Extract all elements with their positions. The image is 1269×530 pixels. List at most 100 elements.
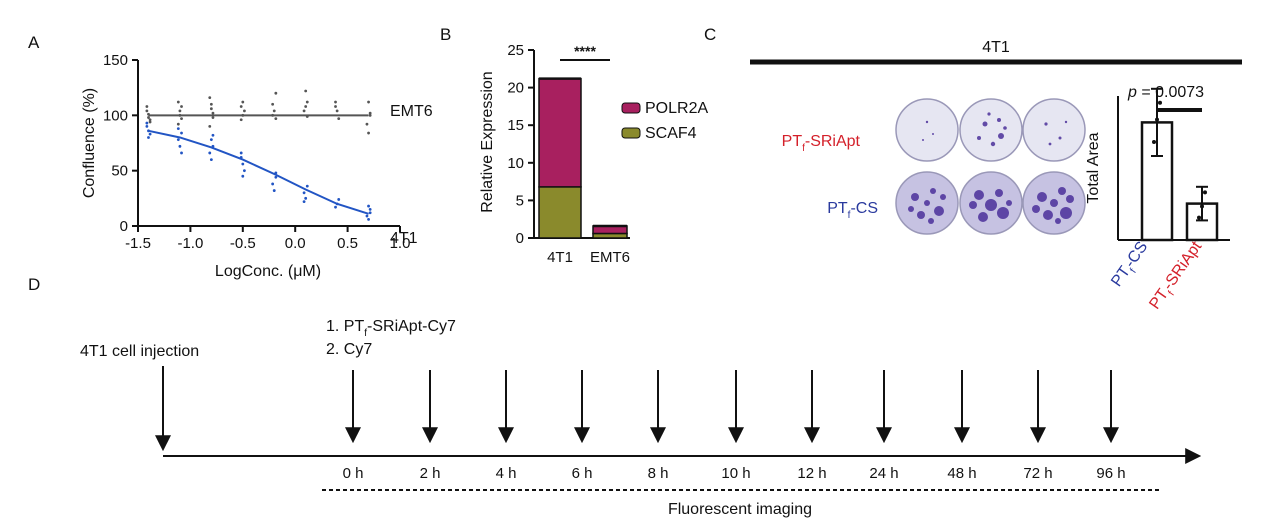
panel-a-point-emt6	[148, 120, 152, 124]
panel-a-point-emt6	[305, 115, 309, 118]
panel-a-point-emt6	[367, 100, 370, 104]
row-label-cs-main: PT	[827, 200, 848, 217]
panel-a-x-tick-label: -1.0	[177, 235, 203, 252]
panel-a-point-emt6	[241, 113, 245, 117]
panel-c-x-label-cs: PTf-CS	[1108, 239, 1154, 293]
panel-b-y-ticks: 0 5 10 15 20 25	[507, 42, 534, 247]
colony-spot	[934, 206, 944, 216]
panel-c-point	[1197, 215, 1201, 220]
panel-a-point-4t1	[271, 182, 275, 186]
panel-a-point-4t1	[367, 204, 370, 208]
panel-a-x-tick-label: -1.5	[125, 235, 151, 252]
colony-spot	[1058, 136, 1062, 140]
panel-a-point-emt6	[337, 117, 341, 121]
panel-a-point-4t1	[302, 200, 306, 204]
panel-a-point-emt6	[239, 105, 243, 108]
panel-d-timepoint-arrows: 0 h 2 h 4 h 6 h 8 h 10 h 12 h 24 h 48 h 72 h 96 h	[343, 370, 1126, 482]
panel-a-y-axis-label: Confluence (%)	[81, 88, 98, 198]
panel-a-point-emt6	[180, 117, 183, 121]
panel-a-point-4t1	[365, 214, 369, 218]
panel-letter-c: C	[704, 25, 716, 44]
panel-b-y-tick-label: 5	[516, 192, 524, 209]
panel-letter-a: A	[28, 33, 40, 52]
x-label-cs-rest: -CS	[1122, 239, 1152, 271]
panel-b-legend-label-scaf4: SCAF4	[645, 125, 697, 142]
row-label-sriapt-sub: f	[802, 143, 805, 154]
panel-a-point-emt6	[305, 100, 309, 104]
panel-a-point-emt6	[148, 118, 152, 122]
colony-spot	[1003, 126, 1007, 130]
timepoint-label: 12 h	[797, 465, 826, 482]
plate-dish	[1022, 98, 1086, 162]
panel-c-row-label-cs: PTf-CS	[827, 200, 878, 221]
panel-a-point-4t1	[178, 144, 182, 148]
panel-b-bar-4t1-polr2a	[538, 77, 582, 188]
panel-a-point-4t1	[304, 196, 308, 200]
treatment-1-prefix: 1. PT	[326, 318, 364, 335]
panel-b-y-tick-label: 0	[516, 230, 524, 247]
panel-a-point-emt6	[334, 105, 337, 108]
panel-a-point-4t1	[145, 125, 149, 128]
colony-plate	[959, 98, 1023, 162]
panel-a-point-emt6	[178, 109, 182, 113]
panel-a-chart: 0 50 100 150 -1.5 -1.0 -0.5 0.0 0.5 1.0 LogConc.…	[81, 52, 433, 280]
colony-spot	[932, 133, 934, 135]
colony-plate	[895, 98, 959, 162]
colony-plate	[1022, 171, 1086, 235]
panel-b-significance-stars: ****	[574, 43, 596, 59]
panel-b-x-label-emt6: EMT6	[590, 249, 630, 266]
panel-c: 4T1 PTf-SRiApt PTf-CS Total Area p = 0.0…	[750, 39, 1242, 315]
panel-a-point-emt6	[209, 102, 213, 106]
row-label-sriapt-main: PT	[782, 133, 803, 150]
panel-a-point-emt6	[365, 122, 369, 126]
colony-plate	[959, 171, 1023, 235]
timepoint-label: 10 h	[721, 465, 750, 482]
colony-spot	[925, 120, 929, 124]
panel-a-point-4t1	[368, 211, 372, 215]
panel-c-row-label-sriapt: PTf-SRiApt	[782, 133, 861, 154]
panel-a-point-emt6	[368, 111, 372, 115]
panel-b-legend-swatch-polr2a	[621, 102, 641, 114]
treatment-1-sub: f	[364, 328, 367, 339]
panel-a-point-4t1	[148, 132, 152, 136]
panel-letter-b: B	[440, 25, 451, 44]
colony-spot	[978, 212, 988, 222]
panel-a-point-emt6	[180, 105, 183, 108]
p-value-number: = 0.0073	[1137, 84, 1204, 101]
panel-a-series	[145, 89, 372, 221]
colony-spot	[922, 139, 924, 141]
panel-a-point-emt6	[208, 125, 212, 128]
panel-a-point-emt6	[304, 105, 308, 108]
panel-b-y-tick-label: 20	[507, 80, 524, 97]
colony-spot	[990, 141, 996, 147]
panel-b-legend-label-polr2a: POLR2A	[645, 100, 708, 117]
colony-spot	[908, 206, 914, 212]
panel-a-point-emt6	[241, 100, 245, 104]
panel-a-point-4t1	[147, 129, 150, 133]
timepoint-label: 8 h	[648, 465, 669, 482]
panel-a-point-emt6	[208, 96, 212, 100]
panel-a-x-ticks: -1.5 -1.0 -0.5 0.0 0.5 1.0	[125, 226, 410, 252]
panel-a-point-4t1	[302, 191, 306, 195]
colony-spot	[1050, 199, 1058, 207]
panel-a-point-4t1	[335, 202, 339, 206]
panel-a-point-emt6	[239, 118, 243, 122]
panel-a-point-4t1	[241, 162, 245, 166]
panel-c-x-label-sriapt: PTf-SRiApt	[1146, 238, 1208, 315]
colony-spot	[987, 112, 991, 116]
x-label-sriapt-rest: -SRiApt	[1160, 238, 1206, 293]
timepoint-label: 96 h	[1096, 465, 1125, 482]
row-label-cs-sub: f	[848, 210, 851, 221]
panel-b-bars	[538, 77, 628, 239]
panel-c-point	[1200, 204, 1204, 209]
colony-spot	[1006, 200, 1012, 206]
panel-a-point-emt6	[243, 109, 246, 113]
panel-c-bars	[1140, 87, 1219, 242]
panel-a-point-4t1	[367, 217, 370, 221]
colony-spot	[924, 200, 930, 206]
colony-spot	[917, 211, 925, 219]
panel-a-point-emt6	[145, 105, 149, 108]
p-value-letter: p	[1127, 84, 1137, 101]
timepoint-label: 24 h	[869, 465, 898, 482]
